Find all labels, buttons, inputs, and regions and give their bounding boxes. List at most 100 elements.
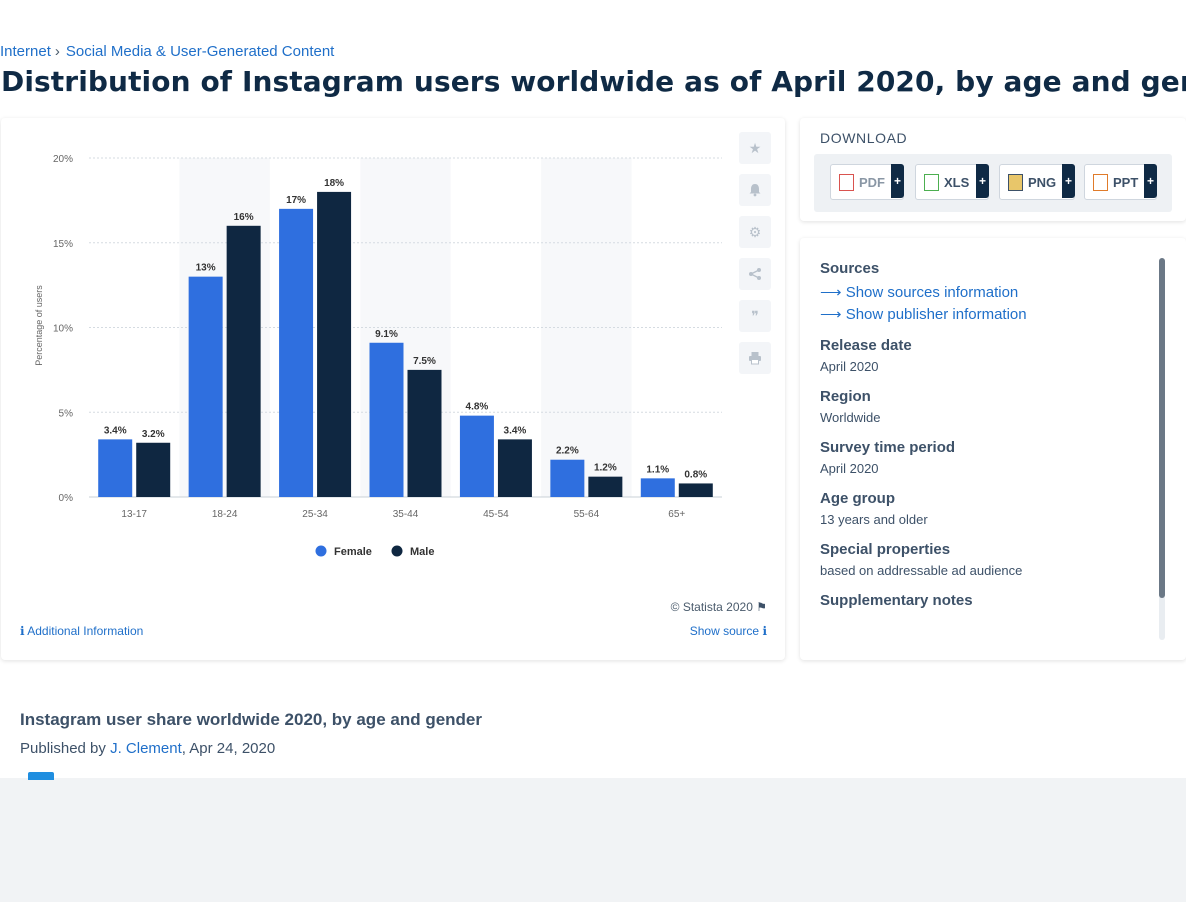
data-label: 2.2% (556, 446, 579, 457)
show-source-label: Show source (689, 624, 760, 638)
legend-label-male: Male (410, 546, 434, 558)
supplementary-notes-label: Supplementary notes (820, 592, 973, 609)
x-tick-label: 35-44 (393, 509, 419, 520)
x-tick-label: 65+ (668, 509, 685, 520)
share-icon[interactable] (739, 258, 771, 290)
download-pdf-button[interactable]: PDF + (830, 164, 904, 200)
x-tick-label: 18-24 (212, 509, 238, 520)
y-tick-label: 10% (53, 324, 73, 335)
data-label: 3.2% (142, 429, 165, 440)
published-by-label: Published by (20, 740, 106, 757)
legend-marker-female (315, 545, 327, 557)
info-icon: ℹ (20, 624, 25, 638)
png-file-icon (1008, 173, 1023, 191)
download-png-button[interactable]: PNG + (999, 164, 1075, 200)
download-title: DOWNLOAD (820, 130, 908, 146)
x-tick-label: 45-54 (483, 509, 509, 520)
x-tick-label: 25-34 (302, 509, 328, 520)
data-label: 13% (196, 263, 216, 274)
x-tick-label: 55-64 (574, 509, 600, 520)
print-icon[interactable] (739, 342, 771, 374)
credit-text: © Statista 2020 (670, 600, 753, 614)
show-sources-link[interactable]: ⟶ Show sources information (820, 283, 1150, 301)
data-label: 16% (234, 212, 254, 223)
bar-female (459, 415, 494, 497)
details-scrollbar-thumb[interactable] (1159, 258, 1165, 598)
ppt-label: PPT (1113, 174, 1139, 190)
bar-female (188, 276, 223, 497)
age-group-value: 13 years and older (820, 512, 928, 527)
bar-female (550, 459, 585, 497)
flag-icon: ⚑ (756, 600, 767, 614)
author-link[interactable]: J. Clement (110, 740, 182, 757)
breadcrumb: Internet › Social Media & User-Generated C… (0, 43, 334, 60)
show-publisher-link[interactable]: ⟶ Show publisher information (820, 305, 1150, 323)
data-label: 3.4% (104, 425, 127, 436)
png-plus: + (1062, 164, 1075, 198)
publication-byline: Published by J. Clement, Apr 24, 2020 (20, 740, 275, 757)
chart-toolbar: ★ ⚙ ❞ (739, 132, 773, 384)
star-icon[interactable]: ★ (739, 132, 771, 164)
survey-period-label: Survey time period (820, 439, 956, 456)
bar-female (279, 208, 314, 497)
download-card: DOWNLOAD PDF + XLS + PNG + PPT + (800, 118, 1186, 221)
statistic-details: Sources ⟶ Show sources information ⟶ Sho… (820, 260, 1150, 609)
page-title: Distribution of Instagram users worldwid… (1, 65, 1186, 98)
data-label: 4.8% (466, 402, 489, 413)
bar-male (317, 191, 352, 497)
pdf-plus: + (891, 164, 904, 198)
show-publisher-label: Show publisher information (845, 306, 1027, 323)
bar-male (407, 369, 442, 497)
bar-female (640, 478, 675, 497)
breadcrumb-social-media-link[interactable]: Social Media & User-Generated Content (65, 43, 335, 60)
data-label: 3.4% (504, 425, 527, 436)
breadcrumb-separator: › (54, 43, 60, 60)
release-date-label: Release date (820, 337, 912, 354)
download-ppt-button[interactable]: PPT + (1084, 164, 1157, 200)
y-axis-label: Percentage of users (34, 285, 44, 366)
pdf-label: PDF (859, 174, 885, 190)
age-group-label: Age group (820, 490, 895, 507)
breadcrumb-internet-link[interactable]: Internet (0, 43, 51, 60)
region-value: Worldwide (820, 410, 881, 425)
arrow-right-icon: ⟶ (820, 306, 842, 323)
bar-female (98, 439, 133, 497)
y-tick-label: 5% (59, 408, 74, 419)
bar-male (678, 483, 713, 497)
data-label: 1.2% (594, 463, 617, 474)
data-label: 0.8% (684, 469, 707, 480)
download-xls-button[interactable]: XLS + (915, 164, 989, 200)
publication-title: Instagram user share worldwide 2020, by … (20, 710, 482, 729)
publication-date: , Apr 24, 2020 (181, 740, 276, 757)
bar-male (588, 476, 623, 497)
additional-information-label: Additional Information (27, 624, 144, 638)
show-source-link[interactable]: Show source ℹ (690, 624, 767, 638)
survey-period-value: April 2020 (820, 461, 879, 476)
quote-icon[interactable]: ❞ (739, 300, 771, 332)
arrow-right-icon: ⟶ (820, 284, 842, 301)
statistic-details-card: Sources ⟶ Show sources information ⟶ Sho… (800, 238, 1186, 660)
additional-information-link[interactable]: ℹ Additional Information (20, 624, 143, 638)
bar-male (497, 439, 532, 497)
data-label: 1.1% (646, 464, 669, 475)
bell-icon[interactable] (739, 174, 771, 206)
data-label: 17% (286, 195, 306, 206)
info-icon: ℹ (762, 624, 767, 638)
chart-card: 0% 5% 10% 15% 20% Percentage of users 3.4% 3.2%… (1, 118, 785, 660)
legend-marker-male (391, 545, 403, 557)
xls-plus: + (976, 164, 989, 198)
bar-female (369, 342, 404, 497)
details-scrollbar[interactable] (1159, 258, 1165, 640)
special-properties-label: Special properties (820, 541, 951, 558)
bar-male (136, 442, 171, 497)
ppt-file-icon (1093, 173, 1108, 191)
xls-file-icon (924, 173, 939, 191)
gear-icon[interactable]: ⚙ (739, 216, 771, 248)
sources-label: Sources (820, 260, 880, 277)
legend-label-female: Female (334, 546, 372, 558)
data-label: 9.1% (375, 329, 398, 340)
release-date-value: April 2020 (820, 359, 879, 374)
statista-credit[interactable]: © Statista 2020 ⚑ (671, 600, 767, 614)
blue-button-top[interactable] (28, 772, 54, 780)
bar-male (226, 225, 261, 498)
